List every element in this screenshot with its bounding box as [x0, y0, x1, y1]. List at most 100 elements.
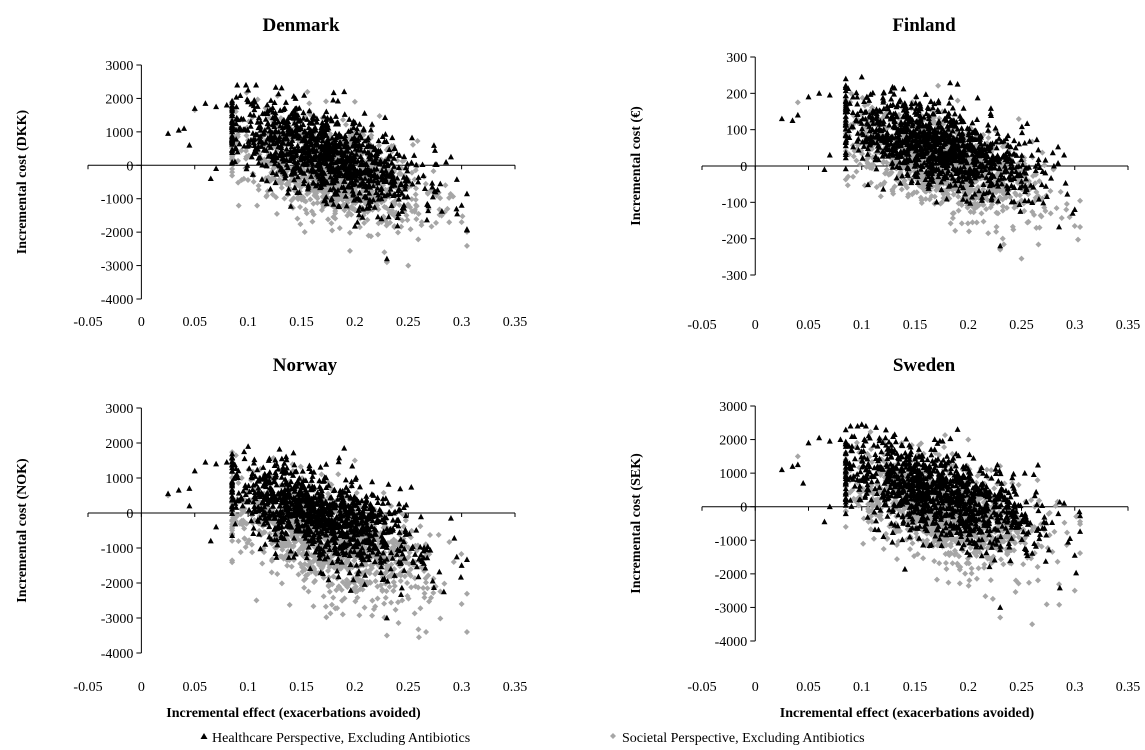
y-tick-label: -1000 [101, 193, 134, 208]
healthcare-point [294, 142, 301, 149]
healthcare-point [282, 99, 289, 105]
healthcare-point [954, 81, 961, 87]
healthcare-point [330, 89, 337, 96]
healthcare-point [330, 96, 337, 103]
societal-point [399, 158, 406, 165]
healthcare-point [409, 134, 416, 141]
healthcare-point [401, 153, 408, 159]
societal-point [238, 147, 245, 154]
panel-title: Finland [892, 15, 956, 36]
healthcare-point [390, 192, 397, 198]
healthcare-point [202, 100, 209, 106]
healthcare-point [1035, 146, 1042, 153]
societal-point [314, 195, 321, 202]
healthcare-point [341, 187, 348, 194]
healthcare-point [283, 145, 290, 152]
healthcare-point [355, 207, 362, 213]
societal-point [993, 228, 1000, 235]
healthcare-point [842, 92, 849, 99]
societal-point [433, 219, 440, 226]
healthcare-point [341, 135, 348, 142]
societal-point [386, 583, 393, 590]
healthcare-point [453, 176, 460, 182]
societal-point [1058, 215, 1065, 222]
societal-point [430, 168, 437, 175]
y-tick-label: -3000 [101, 260, 134, 275]
healthcare-point [379, 171, 386, 177]
societal-point [1075, 236, 1082, 243]
healthcare-point [389, 134, 396, 141]
healthcare-point [405, 177, 412, 184]
healthcare-point [245, 86, 252, 93]
healthcare-point [821, 166, 828, 173]
healthcare-point [1042, 157, 1049, 163]
societal-point [306, 100, 313, 107]
healthcare-point [186, 142, 193, 148]
healthcare-point [293, 121, 300, 128]
healthcare-point [321, 113, 328, 119]
healthcare-point [382, 167, 389, 174]
societal-point [999, 235, 1006, 242]
healthcare-point [437, 180, 444, 187]
societal-point [388, 210, 395, 217]
societal-point [235, 179, 242, 186]
societal-point [278, 180, 285, 187]
x-tick-label: 0.15 [289, 680, 314, 695]
healthcare-point [381, 192, 388, 199]
healthcare-point [370, 196, 377, 203]
healthcare-point [778, 115, 785, 122]
healthcare-point [332, 130, 339, 137]
healthcare-point [262, 162, 269, 168]
healthcare-point [897, 97, 904, 103]
healthcare-point [935, 97, 942, 104]
healthcare-point [1056, 223, 1063, 230]
healthcare-point [458, 202, 465, 208]
healthcare-point [244, 162, 251, 168]
healthcare-point [429, 180, 436, 186]
societal-point [844, 182, 851, 189]
societal-point [286, 601, 293, 608]
societal-point [794, 99, 801, 106]
healthcare-point [233, 103, 240, 110]
x-axis-label: Incremental effect (exacerbations avoide… [166, 706, 421, 721]
healthcare-point [323, 108, 330, 115]
healthcare-point [291, 176, 298, 183]
societal-point [325, 216, 332, 223]
healthcare-point [207, 175, 214, 182]
societal-point [413, 216, 420, 223]
healthcare-point [259, 176, 266, 182]
healthcare-point [234, 81, 241, 88]
healthcare-point [330, 185, 337, 191]
healthcare-point [288, 143, 295, 150]
healthcare-point [985, 121, 992, 128]
healthcare-point [391, 155, 398, 161]
healthcare-point [244, 143, 251, 149]
y-tick-label: -4000 [101, 293, 134, 308]
healthcare-point [378, 167, 385, 174]
societal-point [985, 134, 992, 141]
societal-point [351, 98, 358, 105]
societal-point [412, 196, 419, 203]
societal-point [273, 194, 280, 201]
societal-point [877, 193, 884, 200]
healthcare-point [946, 100, 953, 106]
societal-point [405, 262, 412, 269]
healthcare-point [1033, 136, 1040, 143]
healthcare-point [1015, 140, 1022, 147]
societal-point [413, 203, 420, 210]
healthcare-point [287, 203, 294, 209]
societal-point [310, 200, 317, 207]
healthcare-point [960, 105, 967, 111]
societal-point [336, 225, 343, 232]
healthcare-point [255, 124, 262, 131]
healthcare-point [1035, 156, 1042, 163]
societal-point [954, 97, 961, 104]
healthcare-point [319, 119, 326, 126]
healthcare-point [323, 193, 330, 200]
societal-point [458, 550, 465, 557]
healthcare-point [378, 215, 385, 222]
societal-point [412, 191, 419, 198]
x-tick-label: 0.3 [453, 315, 471, 330]
